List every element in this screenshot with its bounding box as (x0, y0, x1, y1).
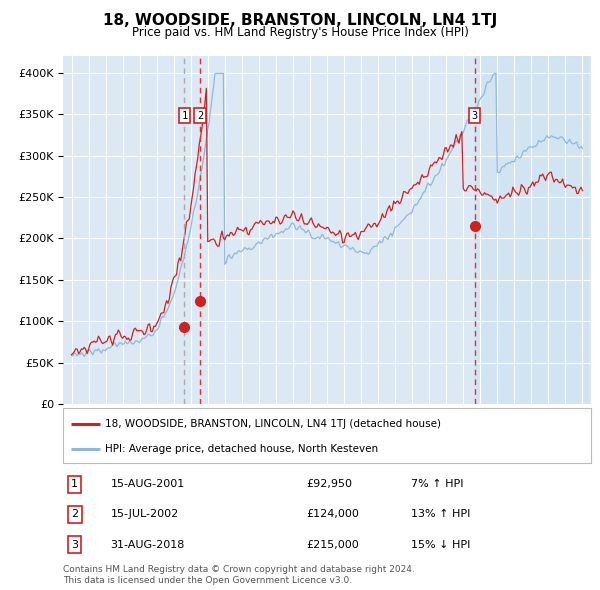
Text: 15-AUG-2001: 15-AUG-2001 (110, 479, 185, 489)
Text: £124,000: £124,000 (306, 510, 359, 519)
Text: 18, WOODSIDE, BRANSTON, LINCOLN, LN4 1TJ (detached house): 18, WOODSIDE, BRANSTON, LINCOLN, LN4 1TJ… (105, 419, 441, 429)
Text: 1: 1 (71, 479, 78, 489)
Text: 2: 2 (71, 510, 78, 519)
Bar (475, 56, 587, 404)
Text: 2: 2 (197, 111, 203, 121)
Text: 31-AUG-2018: 31-AUG-2018 (110, 540, 185, 550)
Text: 13% ↑ HPI: 13% ↑ HPI (412, 510, 471, 519)
Text: 7% ↑ HPI: 7% ↑ HPI (412, 479, 464, 489)
Text: 3: 3 (472, 111, 478, 121)
Text: Price paid vs. HM Land Registry's House Price Index (HPI): Price paid vs. HM Land Registry's House … (131, 26, 469, 39)
Text: HPI: Average price, detached house, North Kesteven: HPI: Average price, detached house, Nort… (105, 444, 379, 454)
Text: 1: 1 (181, 111, 187, 121)
Text: 15-JUL-2002: 15-JUL-2002 (110, 510, 179, 519)
Text: Contains HM Land Registry data © Crown copyright and database right 2024.
This d: Contains HM Land Registry data © Crown c… (63, 565, 415, 585)
Text: 15% ↓ HPI: 15% ↓ HPI (412, 540, 471, 550)
Text: £92,950: £92,950 (306, 479, 352, 489)
Text: 3: 3 (71, 540, 78, 550)
Text: £215,000: £215,000 (306, 540, 359, 550)
Text: 18, WOODSIDE, BRANSTON, LINCOLN, LN4 1TJ: 18, WOODSIDE, BRANSTON, LINCOLN, LN4 1TJ (103, 13, 497, 28)
